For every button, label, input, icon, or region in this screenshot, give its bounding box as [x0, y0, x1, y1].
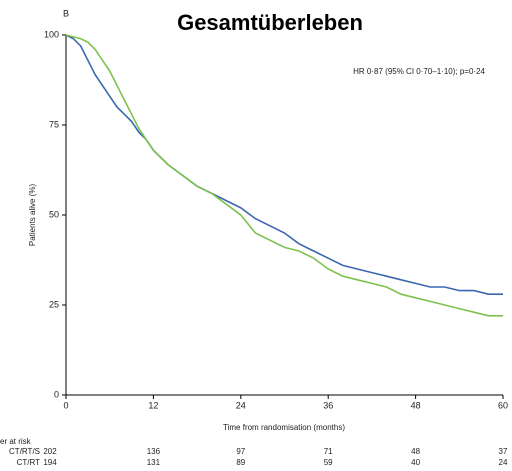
- risk-row-name: CT/RT: [17, 458, 41, 467]
- risk-value: 131: [147, 458, 161, 467]
- risk-value: 59: [324, 458, 333, 467]
- x-axis-label: Time from randomisation (months): [223, 423, 345, 432]
- risk-value: 194: [43, 458, 57, 467]
- risk-value: 89: [236, 458, 245, 467]
- risk-value: 24: [499, 458, 508, 467]
- y-tick-label: 25: [49, 299, 59, 309]
- x-tick-label: 60: [498, 400, 508, 410]
- risk-value: 202: [43, 447, 57, 456]
- x-tick-label: 12: [148, 400, 158, 410]
- y-tick-label: 100: [44, 29, 59, 39]
- risk-value: 97: [236, 447, 245, 456]
- y-tick-label: 0: [54, 389, 59, 399]
- survival-curve: [65, 34, 503, 317]
- panel-label: B: [63, 8, 69, 18]
- risk-row-name: CT/RT/S: [9, 447, 40, 456]
- y-tick-label: 50: [49, 209, 59, 219]
- x-tick-label: 0: [63, 400, 68, 410]
- survival-curve: [65, 34, 503, 296]
- x-tick-label: 48: [411, 400, 421, 410]
- chart-title: Gesamtüberleben: [177, 10, 363, 35]
- risk-value: 71: [324, 447, 333, 456]
- annotation: HR 0·87 (95% CI 0·70–1·10); p=0·24: [353, 67, 485, 76]
- y-tick-label: 75: [49, 119, 59, 129]
- risk-table-label: er at risk: [0, 437, 32, 446]
- y-axis-label: Patients alive (%): [28, 184, 37, 247]
- risk-value: 48: [411, 447, 420, 456]
- risk-value: 40: [411, 458, 420, 467]
- risk-value: 37: [499, 447, 508, 456]
- x-tick-label: 24: [236, 400, 246, 410]
- x-tick-label: 36: [323, 400, 333, 410]
- risk-value: 136: [147, 447, 161, 456]
